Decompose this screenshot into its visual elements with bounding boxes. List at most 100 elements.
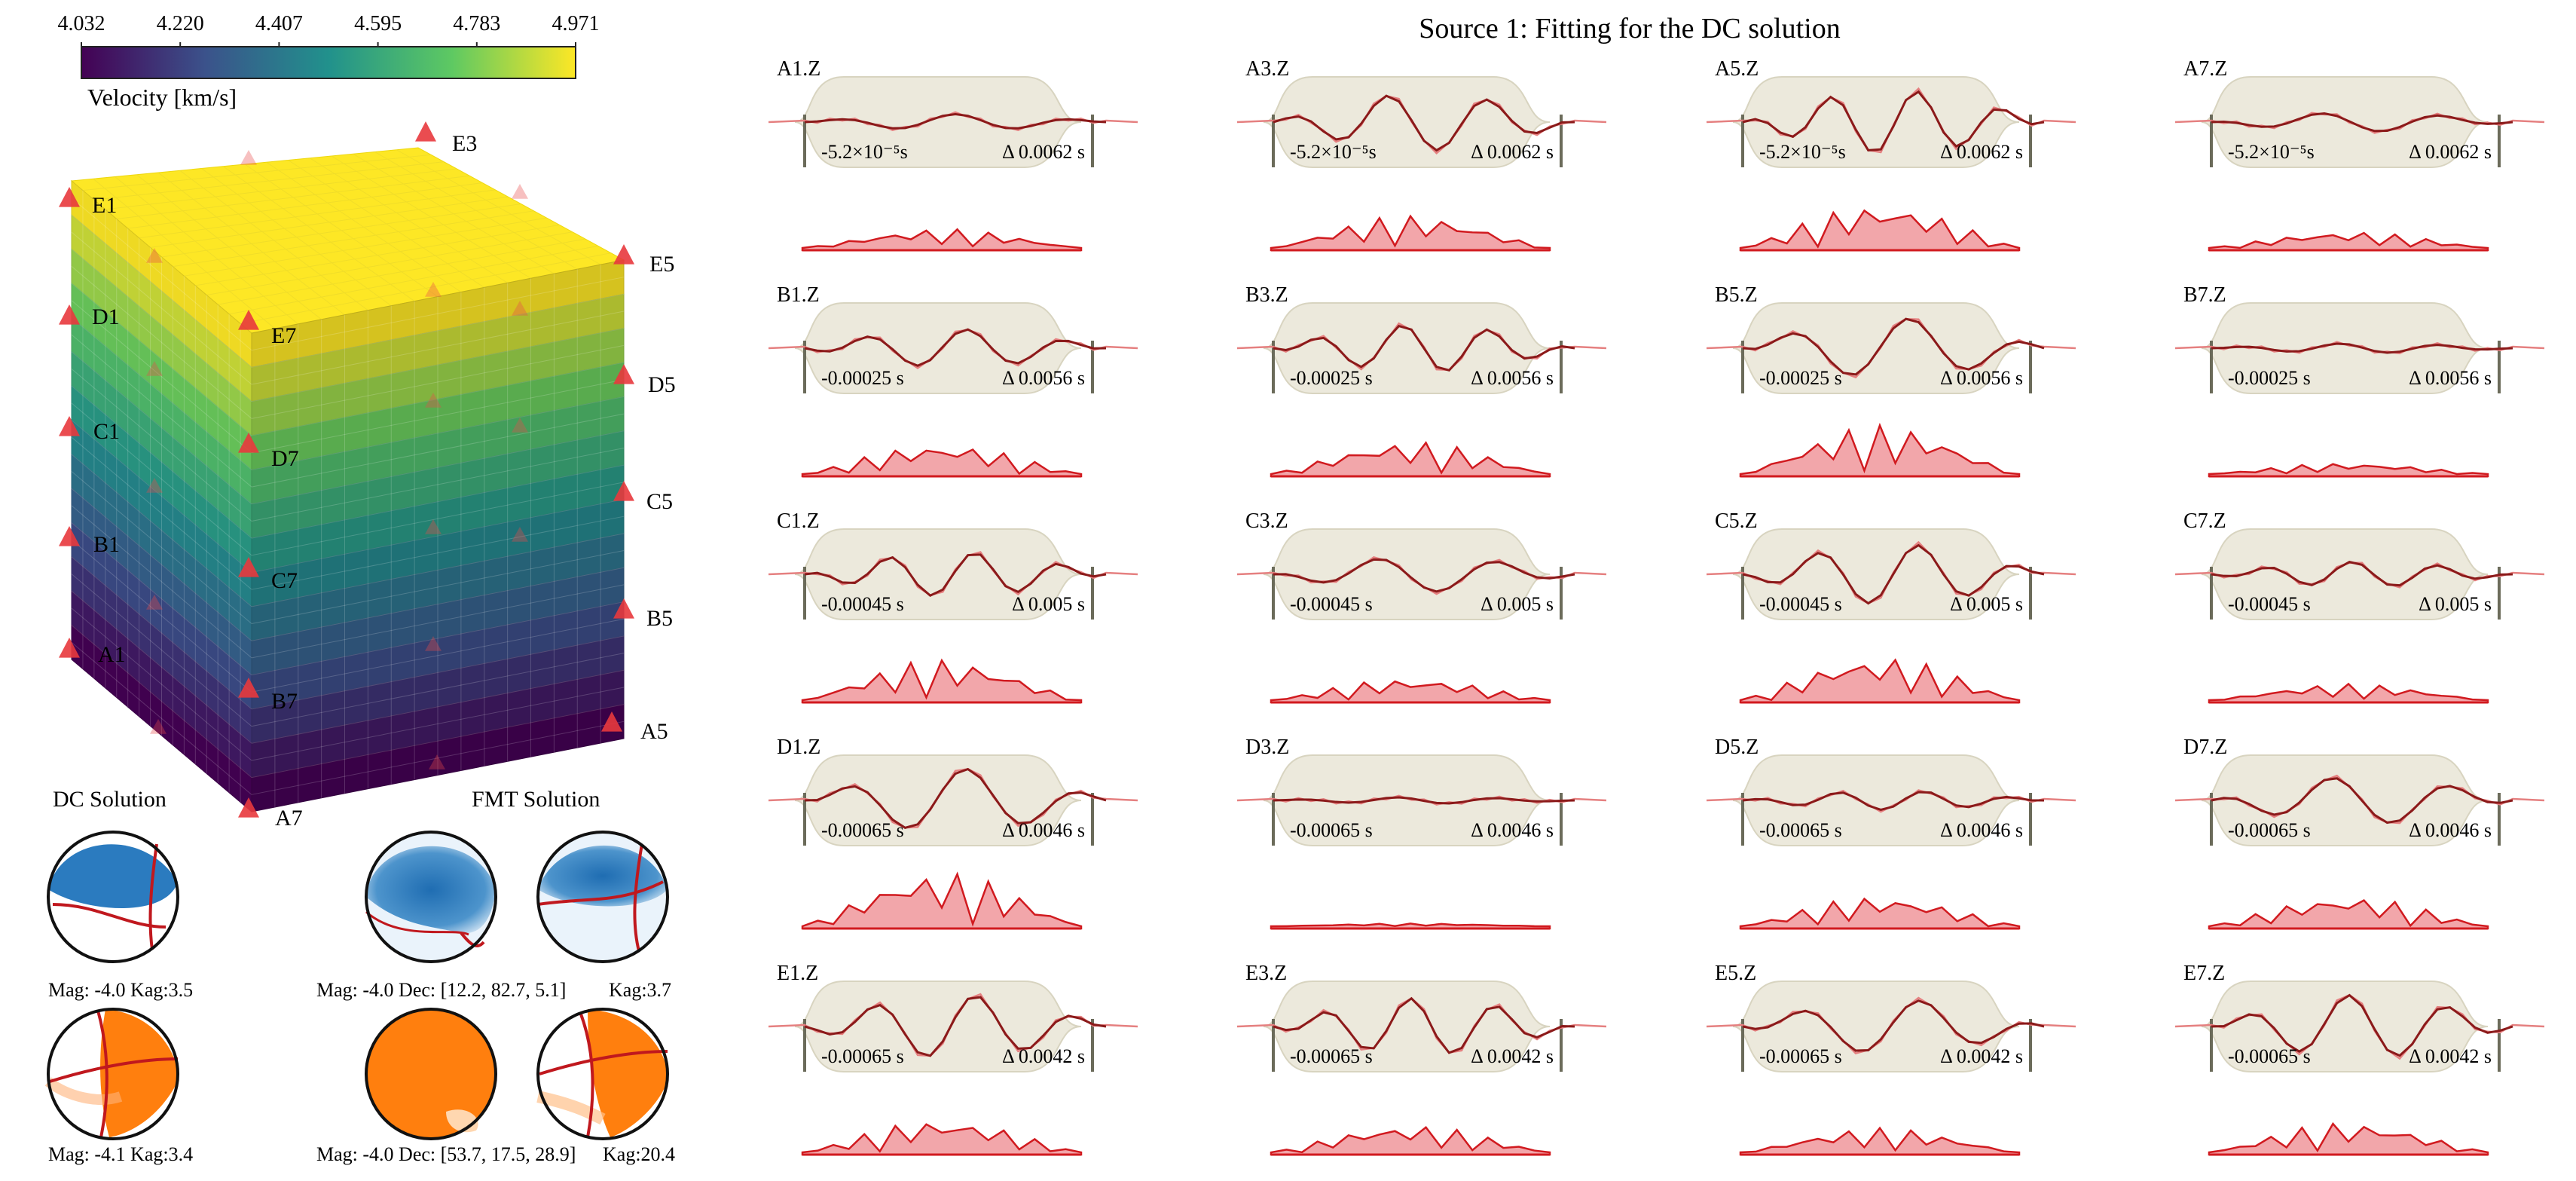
- fit-cell-d3-z: D3.Z -0.00065 s Δ 0.0046 s: [1236, 736, 1607, 930]
- beachball-fmt-p-left: [365, 831, 497, 963]
- station-marker-hidden: [512, 301, 528, 316]
- beachball-panel: DC Solution FMT Solution Mag: -4.0 Kag:: [44, 787, 675, 1165]
- fit-residual-area: [2208, 682, 2489, 704]
- fit-delta: Δ 0.0042 s: [2409, 1045, 2492, 1067]
- fit-cell-e1-z: E1.Z -0.00065 s Δ 0.0042 s: [768, 962, 1138, 1156]
- fit-residual-area: [2208, 231, 2489, 252]
- fit-delta: Δ 0.0042 s: [1471, 1045, 1554, 1067]
- colorbar: 4.032 4.220 4.407 4.595 4.783 4.971 Velocity …: [58, 12, 600, 111]
- fit-synthetic-trace: [804, 767, 1107, 829]
- fit-residual-area: [2208, 899, 2489, 930]
- station-marker-hidden: [146, 248, 163, 263]
- dc-top-label: Mag: -4.0 Kag:3.5: [48, 979, 193, 1001]
- fit-synthetic-trace: [2211, 777, 2513, 825]
- waveform-fitting-grid: A1.Z -5.2×10⁻⁵s Δ 0.0062 s A3.Z -5.2×10⁻⁵s Δ …: [768, 57, 2545, 1156]
- fit-synthetic-trace: [1273, 324, 1575, 372]
- fit-cell-e7-z: E7.Z -0.00065 s Δ 0.0042 s: [2174, 962, 2545, 1156]
- fit-cell-c7-z: C7.Z -0.00045 s Δ 0.005 s: [2174, 509, 2545, 704]
- station-marker-d7: [238, 433, 259, 453]
- station-marker-hidden: [240, 150, 257, 165]
- fit-residual-area: [2208, 463, 2489, 478]
- fit-synthetic-trace: [1273, 796, 1575, 805]
- fit-synthetic-trace: [804, 112, 1107, 130]
- beachball-dc-s: [44, 1008, 179, 1140]
- beachball-fmt-s-left: [365, 1008, 497, 1140]
- station-marker-hidden: [146, 595, 163, 610]
- station-marker-e5: [613, 244, 634, 265]
- fit-time-shift: -0.00065 s: [1759, 1045, 1842, 1067]
- station-marker-hidden: [146, 361, 163, 376]
- fit-synthetic-trace: [1742, 317, 2045, 376]
- station-label-b1: B1: [93, 532, 120, 557]
- fit-delta: Δ 0.0062 s: [2409, 141, 2492, 163]
- fit-envelope: [1263, 981, 1551, 1072]
- fit-time-shift: -0.00065 s: [821, 1045, 904, 1067]
- fit-residual-area: [1739, 422, 2021, 478]
- fit-station-label: C5.Z: [1715, 509, 1758, 533]
- fit-synthetic-trace: [2211, 561, 2513, 587]
- fit-envelope: [794, 754, 1082, 846]
- fit-delta: Δ 0.0056 s: [2409, 367, 2492, 389]
- fit-residual-area: [1739, 658, 2021, 704]
- fit-delta: Δ 0.0042 s: [1940, 1045, 2023, 1067]
- fit-time-shift: -5.2×10⁻⁵s: [2228, 141, 2315, 163]
- fit-delta: Δ 0.0046 s: [1002, 819, 1085, 841]
- fit-residual-area: [801, 448, 1083, 478]
- fit-residual-area: [1270, 922, 1551, 930]
- fit-time-shift: -0.00025 s: [821, 367, 904, 389]
- fit-delta: Δ 0.005 s: [1012, 593, 1085, 615]
- fit-envelope: [1732, 76, 2020, 168]
- fit-residual-area: [1739, 1126, 2021, 1156]
- colorbar-ticks: 4.032 4.220 4.407 4.595 4.783 4.971: [58, 12, 600, 47]
- fit-residual-area: [1270, 214, 1551, 252]
- fit-residual-area: [1270, 441, 1551, 478]
- station-marker-hidden: [150, 719, 167, 734]
- fit-cell-b5-z: B5.Z -0.00025 s Δ 0.0056 s: [1706, 283, 2076, 478]
- station-marker-hidden: [425, 282, 442, 297]
- colorbar-tick-label: 4.220: [157, 12, 204, 35]
- fit-station-label: C1.Z: [777, 509, 820, 533]
- fit-synthetic-trace: [1742, 543, 2045, 605]
- fit-envelope: [794, 981, 1082, 1072]
- fit-cell-a1-z: A1.Z -5.2×10⁻⁵s Δ 0.0062 s: [768, 57, 1138, 252]
- fmt-top-left-label: Mag: -4.0 Dec: [12.2, 82.7, 5.1]: [316, 979, 566, 1001]
- fit-cell-a3-z: A3.Z -5.2×10⁻⁵s Δ 0.0062 s: [1236, 57, 1607, 252]
- fit-station-label: A3.Z: [1245, 57, 1289, 81]
- fit-synthetic-trace: [1742, 791, 2045, 812]
- fit-station-label: E7.Z: [2183, 962, 2225, 985]
- fit-station-label: D1.Z: [777, 736, 820, 759]
- fit-synthetic-trace: [804, 996, 1107, 1057]
- colorbar-tick-label: 4.407: [255, 12, 303, 35]
- fit-station-label: A7.Z: [2183, 57, 2227, 81]
- station-marker-b5: [613, 598, 634, 619]
- station-markers: E3 E1 E5 D1 E7 D5 C1 D7 C5 B1 C7 B5 A1 B7 A5 A7: [59, 121, 676, 831]
- fit-cell-b3-z: B3.Z -0.00025 s Δ 0.0056 s: [1236, 283, 1607, 478]
- station-label-e5: E5: [649, 252, 674, 277]
- fit-station-label: B5.Z: [1715, 283, 1758, 307]
- fmt-bottom-left-label: Mag: -4.0 Dec: [53.7, 17.5, 28.9]: [316, 1143, 576, 1165]
- fit-residual-area: [1739, 897, 2021, 930]
- fit-station-label: D3.Z: [1245, 736, 1289, 759]
- fit-synthetic-trace: [1742, 90, 2045, 151]
- colorbar-tick-label: 4.595: [354, 12, 402, 35]
- station-label-a1: A1: [98, 642, 126, 667]
- fit-delta: Δ 0.0046 s: [1940, 819, 2023, 841]
- fit-synthetic-trace: [1273, 996, 1575, 1054]
- fit-time-shift: -0.00065 s: [2228, 1045, 2311, 1067]
- fit-residual-area: [1270, 680, 1551, 704]
- fit-delta: Δ 0.0062 s: [1471, 141, 1554, 163]
- fit-residual-area: [801, 871, 1083, 930]
- fit-envelope: [1732, 302, 2020, 394]
- station-label-c5: C5: [646, 489, 673, 514]
- fit-delta: Δ 0.005 s: [1950, 593, 2023, 615]
- station-label-d7: D7: [271, 446, 299, 471]
- station-label-e3: E3: [452, 131, 477, 156]
- fit-time-shift: -0.00025 s: [2228, 367, 2311, 389]
- fit-synthetic-trace: [2211, 993, 2513, 1057]
- fit-cell-d7-z: D7.Z -0.00065 s Δ 0.0046 s: [2174, 736, 2545, 930]
- station-marker-e3: [415, 121, 436, 142]
- station-marker-c1: [59, 416, 80, 436]
- station-label-d5: D5: [648, 372, 676, 397]
- fit-time-shift: -5.2×10⁻⁵s: [1759, 141, 1846, 163]
